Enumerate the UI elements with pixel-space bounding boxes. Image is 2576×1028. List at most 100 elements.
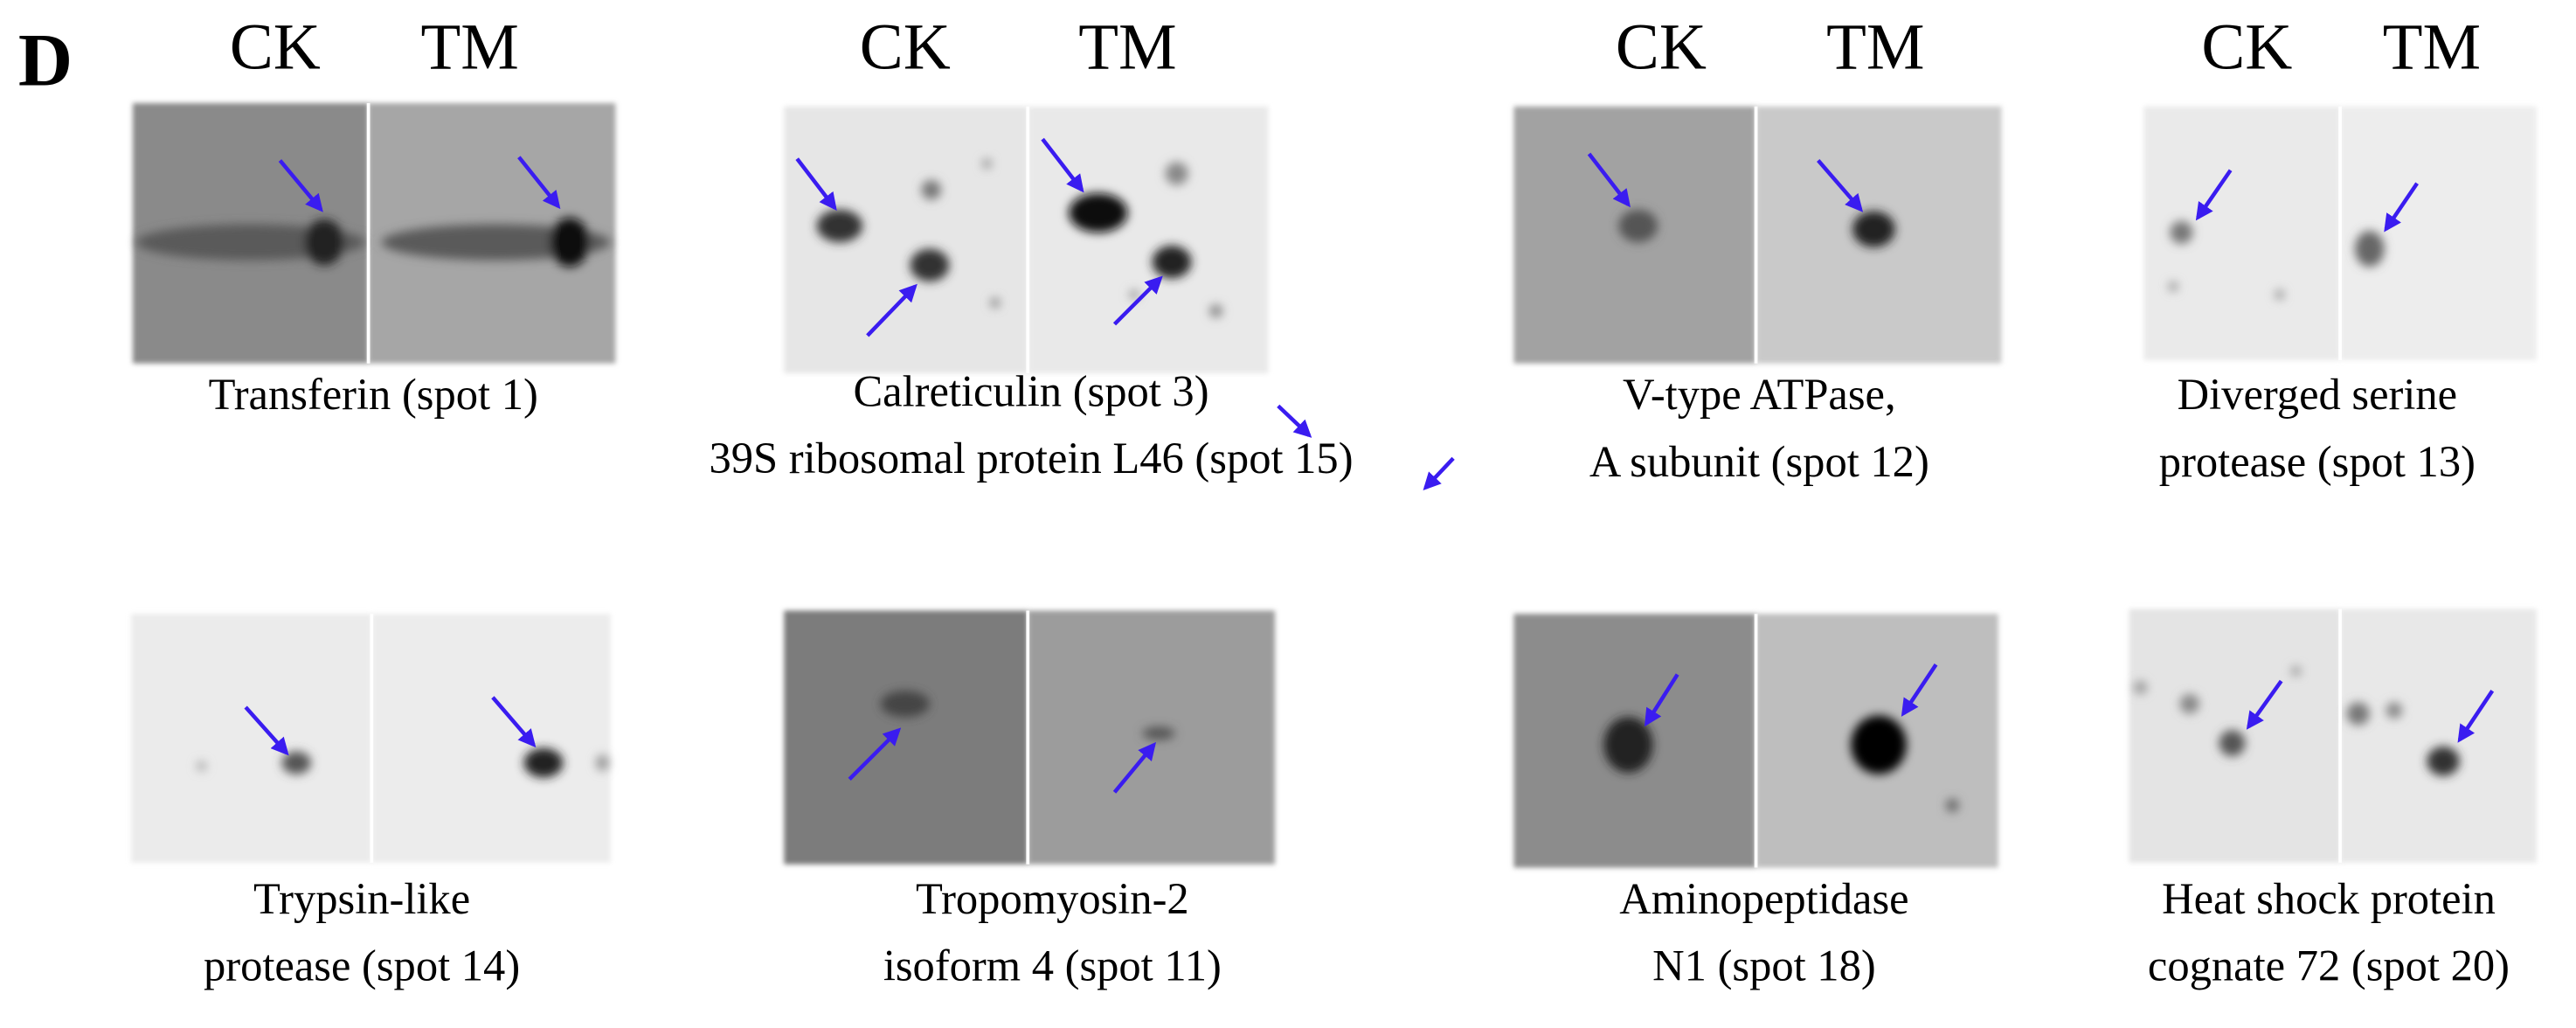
arrow — [1277, 404, 1312, 438]
gel-spot — [2134, 681, 2148, 694]
caption: Aminopeptidase — [1619, 874, 1908, 923]
arrow — [2384, 182, 2419, 233]
caption: 39S ribosomal protein L46 (spot 15) — [709, 434, 1353, 483]
gel-spot — [2354, 231, 2385, 267]
caption: Transferin (spot 1) — [209, 370, 538, 419]
arrow — [1112, 275, 1163, 326]
panel-label: D — [18, 17, 73, 101]
arrow — [2457, 689, 2495, 743]
gel-panel: V-type ATPase, A subunit (spot 12) — [1513, 106, 2002, 486]
column-header: TM — [1078, 11, 1176, 84]
column-header: CK — [230, 11, 321, 84]
gel-spot — [921, 179, 942, 200]
gel-spot — [2427, 746, 2460, 776]
gel-spot — [1618, 209, 1658, 243]
arrow — [1644, 673, 1679, 727]
gel-spot — [2346, 702, 2370, 726]
arrow — [1041, 137, 1084, 193]
gel-spot — [981, 158, 993, 169]
column-header: CK — [860, 11, 951, 84]
arrow — [1423, 456, 1455, 490]
caption: N1 (spot 18) — [1652, 941, 1876, 990]
arrow — [795, 157, 837, 212]
gel-spot — [1152, 245, 1192, 279]
gel-spots — [1618, 209, 1895, 247]
gel-image-ck — [784, 106, 1028, 373]
arrow — [848, 727, 902, 781]
caption: Diverged serine — [2178, 370, 2457, 419]
caption: Heat shock protein — [2162, 874, 2496, 923]
gel-spot — [523, 747, 564, 778]
gel-spot — [1209, 304, 1223, 318]
gel-spot — [595, 754, 609, 771]
gel-spots — [2134, 666, 2460, 776]
gel-spot — [1165, 162, 1188, 185]
column-header: TM — [2383, 11, 2481, 84]
gel-spot — [281, 751, 312, 774]
gel-spots — [880, 691, 1175, 740]
arrow — [278, 159, 323, 212]
gel-spot — [2275, 289, 2285, 300]
gel-spot — [2386, 702, 2403, 719]
column-header: CK — [2201, 11, 2292, 84]
caption: Tropomyosin-2 — [916, 874, 1189, 923]
gel-panel: Calreticulin (spot 3) 39S ribosomal prote… — [709, 106, 1354, 483]
gel-panel: Tropomyosin-2 isoform 4 (spot 11) — [784, 610, 1276, 990]
gel-spot — [816, 209, 863, 243]
gel-image-tm — [2340, 608, 2537, 863]
gel-panel: Transferin (spot 1) — [132, 102, 616, 419]
gel-spot — [1945, 798, 1959, 812]
gel-spot — [990, 297, 1001, 309]
column-header: TM — [421, 11, 519, 84]
gel-panel: Diverged serine protease (spot 13) — [2143, 106, 2537, 486]
gel-spot — [880, 691, 930, 718]
caption: cognate 72 (spot 20) — [2148, 941, 2510, 990]
arrow — [244, 705, 289, 756]
gel-spot — [1852, 211, 1895, 247]
arrow — [1587, 152, 1631, 208]
gel-panel: Aminopeptidase N1 (spot 18) — [1513, 614, 1998, 990]
gel-spot — [2168, 281, 2178, 292]
column-header: CK — [1616, 11, 1707, 84]
arrow — [2246, 679, 2283, 730]
gel-spot — [304, 219, 344, 266]
gel-spots — [1603, 715, 1959, 812]
caption: protease (spot 14) — [204, 941, 520, 990]
arrow — [866, 283, 918, 337]
arrow — [1901, 663, 1938, 717]
arrow — [1817, 159, 1864, 212]
gel-spots — [135, 218, 611, 267]
gel-image-tm — [1028, 106, 1269, 373]
gel-spot — [2170, 220, 2193, 245]
caption: Trypsin-like — [253, 874, 470, 923]
gel-spot — [1851, 715, 1907, 774]
gel-spot — [1142, 726, 1175, 740]
gel-spot — [550, 218, 590, 267]
arrow — [491, 696, 537, 748]
gel-spot — [2290, 666, 2302, 677]
arrow — [517, 156, 561, 210]
gel-spot — [1603, 717, 1653, 773]
gel-spot — [1129, 289, 1139, 300]
gel-spot — [910, 248, 950, 282]
gel-spots — [816, 158, 1223, 318]
gel-spot — [2219, 730, 2246, 757]
gel-spots — [2168, 220, 2385, 300]
gel-panel: Trypsin-like protease (spot 14) — [131, 614, 611, 990]
gel-spot — [2179, 693, 2200, 714]
arrow — [1112, 741, 1157, 794]
gel-panel: Heat shock protein cognate 72 (spot 20) — [2129, 608, 2537, 990]
gel-spot — [196, 761, 207, 771]
gel-spots — [196, 747, 609, 778]
caption: V-type ATPase, — [1623, 370, 1896, 419]
gel-image-ck — [131, 614, 372, 863]
caption: isoform 4 (spot 11) — [883, 941, 1222, 990]
arrow — [2195, 169, 2233, 221]
caption: A subunit (spot 12) — [1589, 437, 1929, 486]
gel-image-tm — [371, 614, 611, 863]
column-header: TM — [1826, 11, 1924, 84]
caption: Calreticulin (spot 3) — [853, 366, 1208, 415]
caption: protease (spot 13) — [2159, 437, 2476, 486]
